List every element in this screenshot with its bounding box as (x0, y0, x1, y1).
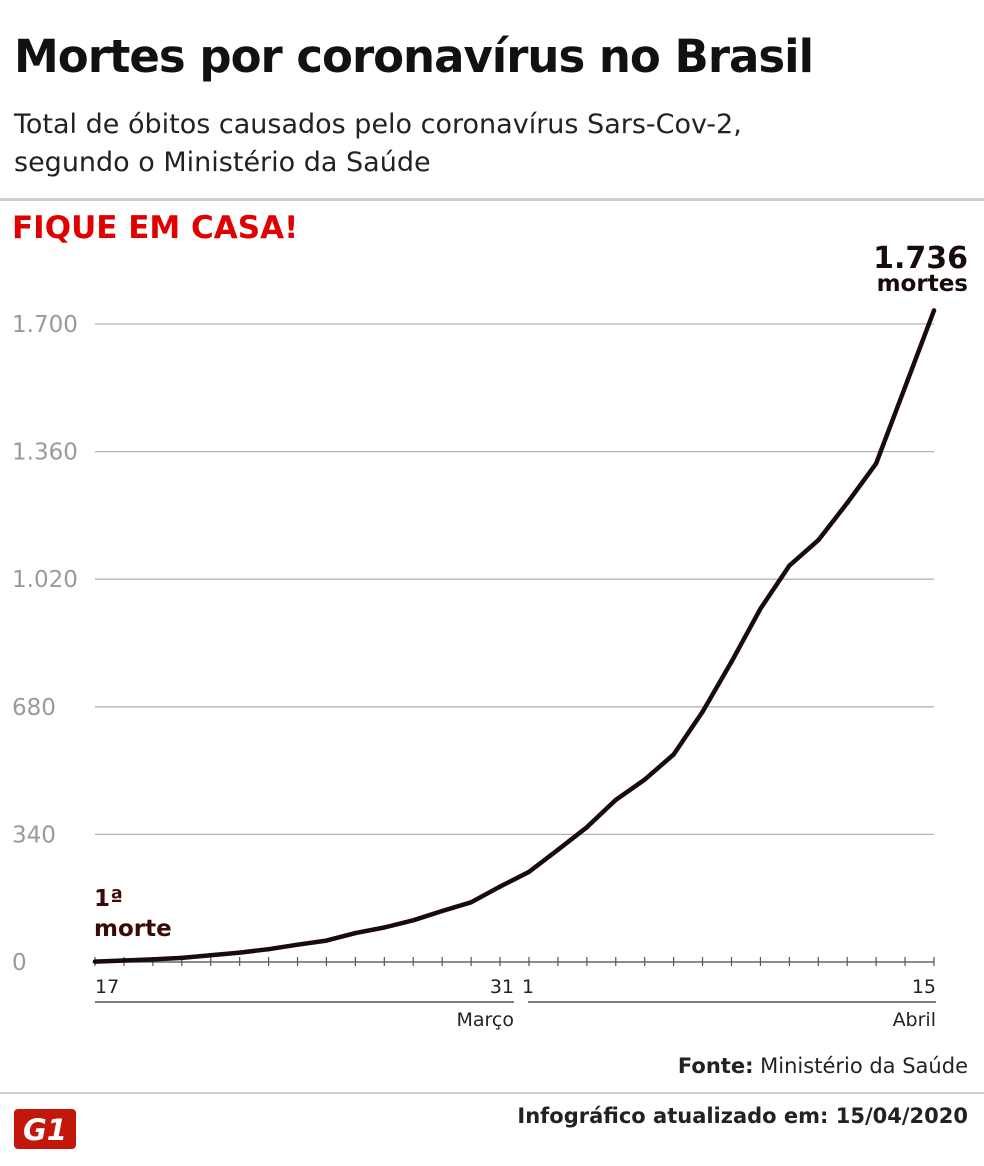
g1-logo-text: G1 (23, 1113, 67, 1147)
subtitle-line-2: segundo o Ministério da Saúde (14, 147, 431, 178)
data-point-26/03 (353, 930, 358, 936)
data-point-22/03 (237, 950, 242, 955)
data-point-12/04 (845, 500, 850, 506)
data-point-05/04 (642, 777, 647, 782)
x-tick-label-april-15: 15 (912, 976, 936, 998)
data-point-09/04 (758, 606, 763, 612)
chart-title: Mortes por coronavírus no Brasil (14, 30, 814, 83)
data-point-31/03 (497, 884, 503, 889)
data-point-02/04 (555, 847, 561, 852)
data-point-06/04 (671, 752, 676, 757)
data-point-30/03 (468, 900, 474, 905)
updated-note: Infográfico atualizado em: 15/04/2020 (517, 1104, 968, 1128)
y-tick-label-680: 680 (12, 695, 56, 721)
month-axis: 17 31 Março 1 15 Abril (95, 976, 936, 1031)
annotations: 1ª morte 1.736 mortes (94, 241, 968, 942)
chart-subtitle: Total de óbitos causados pelo coronavíru… (14, 106, 914, 182)
x-tick-label-april-1: 1 (522, 976, 534, 998)
x-tick-label-march-17: 17 (95, 976, 119, 998)
data-point-19/03 (150, 957, 156, 962)
source-note: Fonte: Ministério da Saúde (678, 1054, 968, 1078)
data-point-13/04 (873, 461, 879, 466)
updated-label: Infográfico atualizado em: (517, 1104, 829, 1128)
y-tick-label-1360: 1.360 (12, 440, 78, 466)
data-point-24/03 (295, 942, 300, 947)
line-chart: 0 340 680 1.020 1.360 1.700 17 31 Março 1 15 … (12, 241, 968, 1031)
updated-date: 15/04/2020 (835, 1104, 968, 1128)
data-point-21/03 (208, 953, 213, 958)
data-point-07/04 (700, 709, 705, 714)
month-label-march: Março (456, 1009, 514, 1031)
last-value-annotation: 1.736 (873, 241, 968, 276)
data-point-15/04 (931, 308, 937, 313)
data-point-25/03 (324, 938, 329, 943)
data-point-03/04 (584, 825, 590, 830)
subtitle-line-1: Total de óbitos causados pelo coronavíru… (14, 109, 742, 140)
footer-divider (0, 1092, 984, 1094)
first-death-annotation-line-2: morte (94, 916, 172, 942)
data-point-18/03 (121, 958, 127, 963)
y-tick-label-1020: 1.020 (12, 567, 78, 593)
y-tick-label-1700: 1.700 (12, 312, 78, 338)
data-point-20/03 (179, 955, 184, 961)
data-point-27/03 (382, 925, 387, 930)
month-label-april: Abril (893, 1009, 936, 1031)
stay-home-callout: FIQUE EM CASA! (12, 210, 299, 246)
data-point-11/04 (816, 537, 821, 543)
header-divider (0, 198, 984, 201)
data-point-10/04 (787, 563, 792, 568)
grid-lines (95, 323, 934, 963)
g1-logo-background (14, 1109, 76, 1149)
last-value-unit-annotation: mortes (877, 271, 968, 297)
data-point-29/03 (439, 908, 445, 914)
source-label: Fonte: (677, 1054, 754, 1078)
g1-logo: G1 (14, 1109, 76, 1149)
data-point-08/04 (729, 659, 734, 664)
x-tick-label-march-31: 31 (490, 976, 514, 998)
data-point-04/04 (613, 797, 618, 803)
first-death-annotation-line-1: 1ª (94, 886, 123, 912)
data-point-28/03 (411, 918, 416, 923)
series-deaths (92, 308, 937, 964)
y-axis-tick-labels: 0 340 680 1.020 1.360 1.700 (12, 312, 78, 976)
data-point-14/04 (902, 384, 908, 390)
data-point-01/04 (526, 869, 532, 875)
series-line (92, 308, 937, 964)
y-tick-label-340: 340 (12, 822, 56, 848)
data-point-17/03 (92, 959, 98, 964)
y-tick-label-0: 0 (12, 950, 27, 976)
data-point-23/03 (266, 947, 271, 952)
source-value: Ministério da Saúde (760, 1054, 968, 1078)
